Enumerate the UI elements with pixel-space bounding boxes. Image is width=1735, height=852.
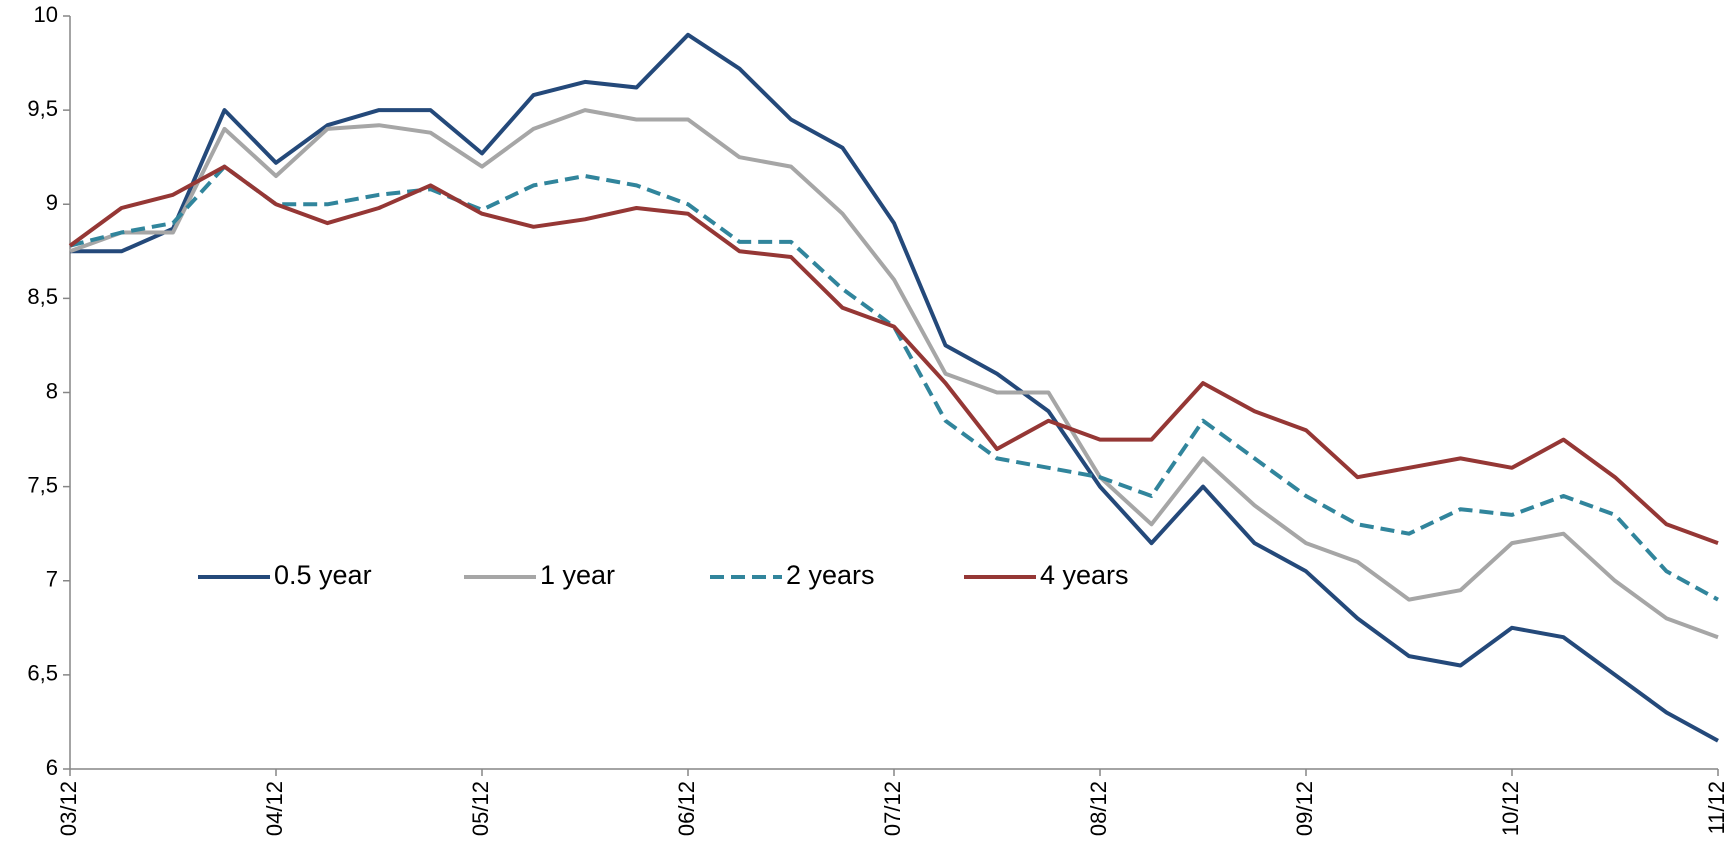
x-tick-label: 06/12: [674, 781, 699, 836]
legend-label: 1 year: [540, 560, 615, 590]
legend-label: 0.5 year: [274, 560, 372, 590]
x-tick-label: 07/12: [880, 781, 905, 836]
legend-label: 2 years: [786, 560, 875, 590]
y-tick-label: 6,5: [27, 661, 58, 686]
series-line: [69, 164, 1719, 602]
y-tick-label: 10: [34, 2, 58, 27]
y-tick-label: 7: [46, 567, 58, 592]
series-line: [69, 108, 1719, 640]
y-tick-label: 9: [46, 190, 58, 215]
series-line: [70, 32, 1719, 743]
y-tick-label: 6: [46, 755, 58, 780]
x-tick-label: 03/12: [56, 781, 81, 836]
x-tick-label: 04/12: [262, 781, 287, 836]
x-tick-label: 11/12: [1704, 781, 1729, 834]
y-tick-label: 9,5: [27, 96, 58, 121]
legend: 0.5 year 1 year 2 years 4 years: [198, 560, 1129, 590]
series-line: [68, 164, 1719, 545]
x-tick-label: 05/12: [468, 781, 493, 836]
y-tick-label: 7,5: [27, 472, 58, 497]
legend-label: 4 years: [1040, 560, 1129, 590]
x-tick-label: 10/12: [1498, 781, 1523, 836]
x-tick-label: 08/12: [1086, 781, 1111, 836]
y-tick-label: 8: [46, 378, 58, 403]
y-tick-label: 8,5: [27, 284, 58, 309]
x-tick-label: 09/12: [1292, 781, 1317, 836]
